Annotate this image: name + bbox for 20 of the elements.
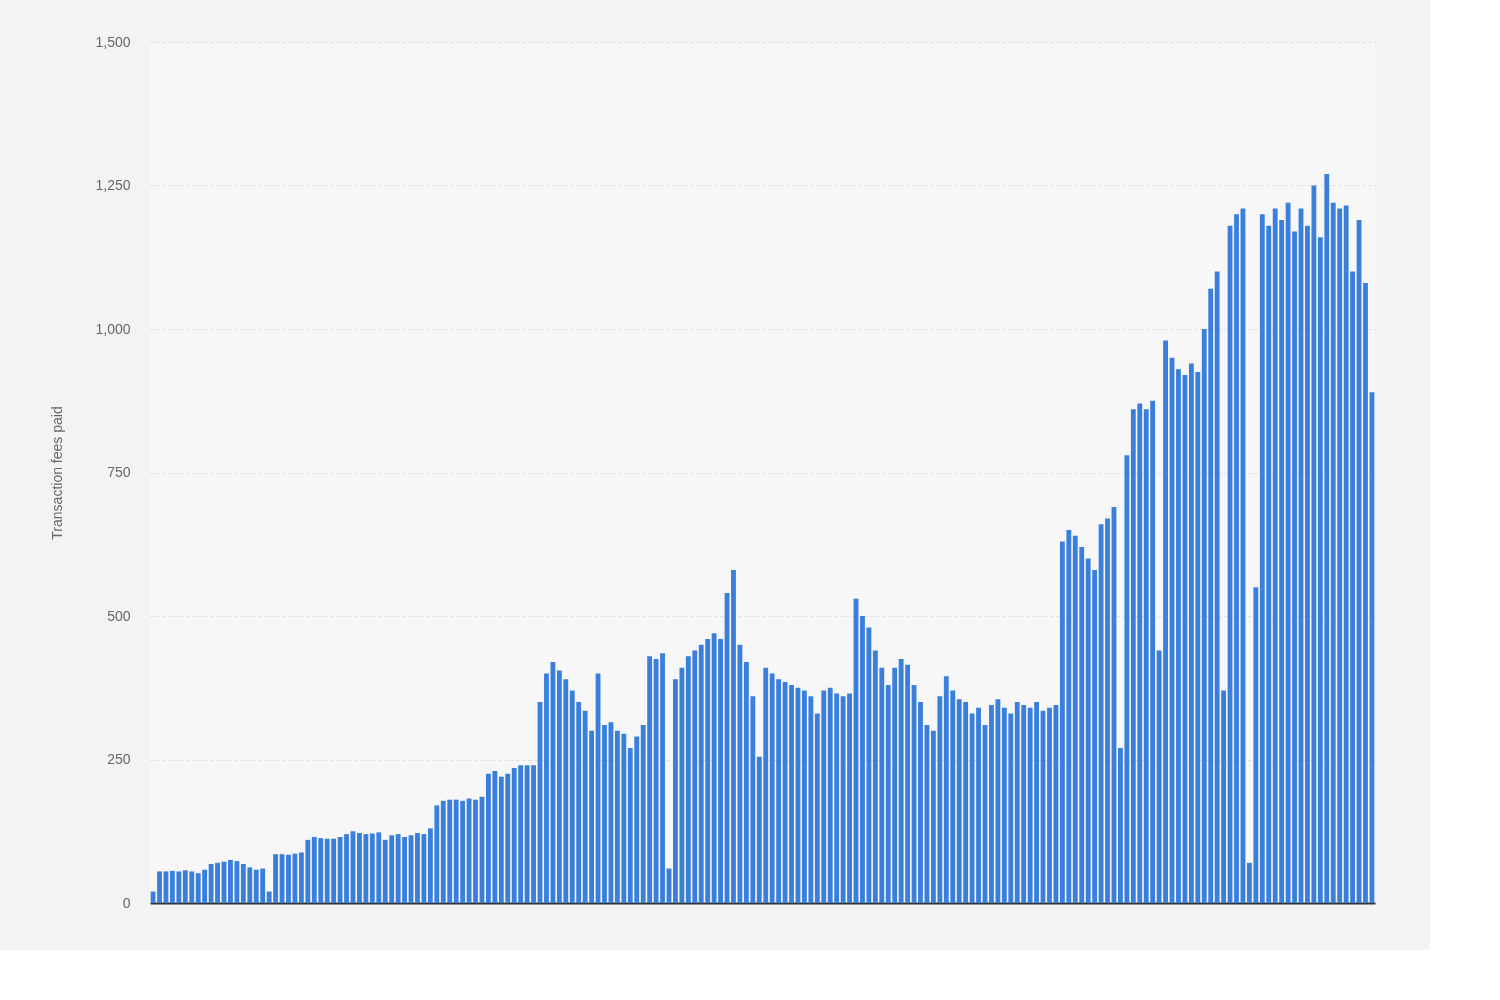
y-tick-label: 250 bbox=[107, 751, 131, 767]
bar bbox=[473, 799, 478, 903]
y-axis-title: Transaction fees paid bbox=[49, 406, 66, 540]
y-tick-label: 1,500 bbox=[95, 33, 131, 50]
bar bbox=[602, 725, 607, 903]
bar bbox=[731, 570, 736, 903]
bar bbox=[1105, 518, 1110, 903]
y-tick-label: 750 bbox=[107, 464, 131, 480]
bar bbox=[157, 871, 162, 903]
bar bbox=[789, 684, 794, 903]
y-tick-label: 0 bbox=[122, 894, 131, 911]
y-tick-label: 1,250 bbox=[95, 177, 131, 193]
bar bbox=[1363, 283, 1368, 903]
y-tick-label: 500 bbox=[107, 607, 131, 624]
bar bbox=[286, 854, 291, 903]
bar bbox=[1234, 214, 1239, 903]
y-tick-label: 1,000 bbox=[95, 320, 131, 337]
bar bbox=[415, 832, 420, 903]
bar bbox=[918, 702, 923, 903]
bar bbox=[1047, 707, 1052, 903]
